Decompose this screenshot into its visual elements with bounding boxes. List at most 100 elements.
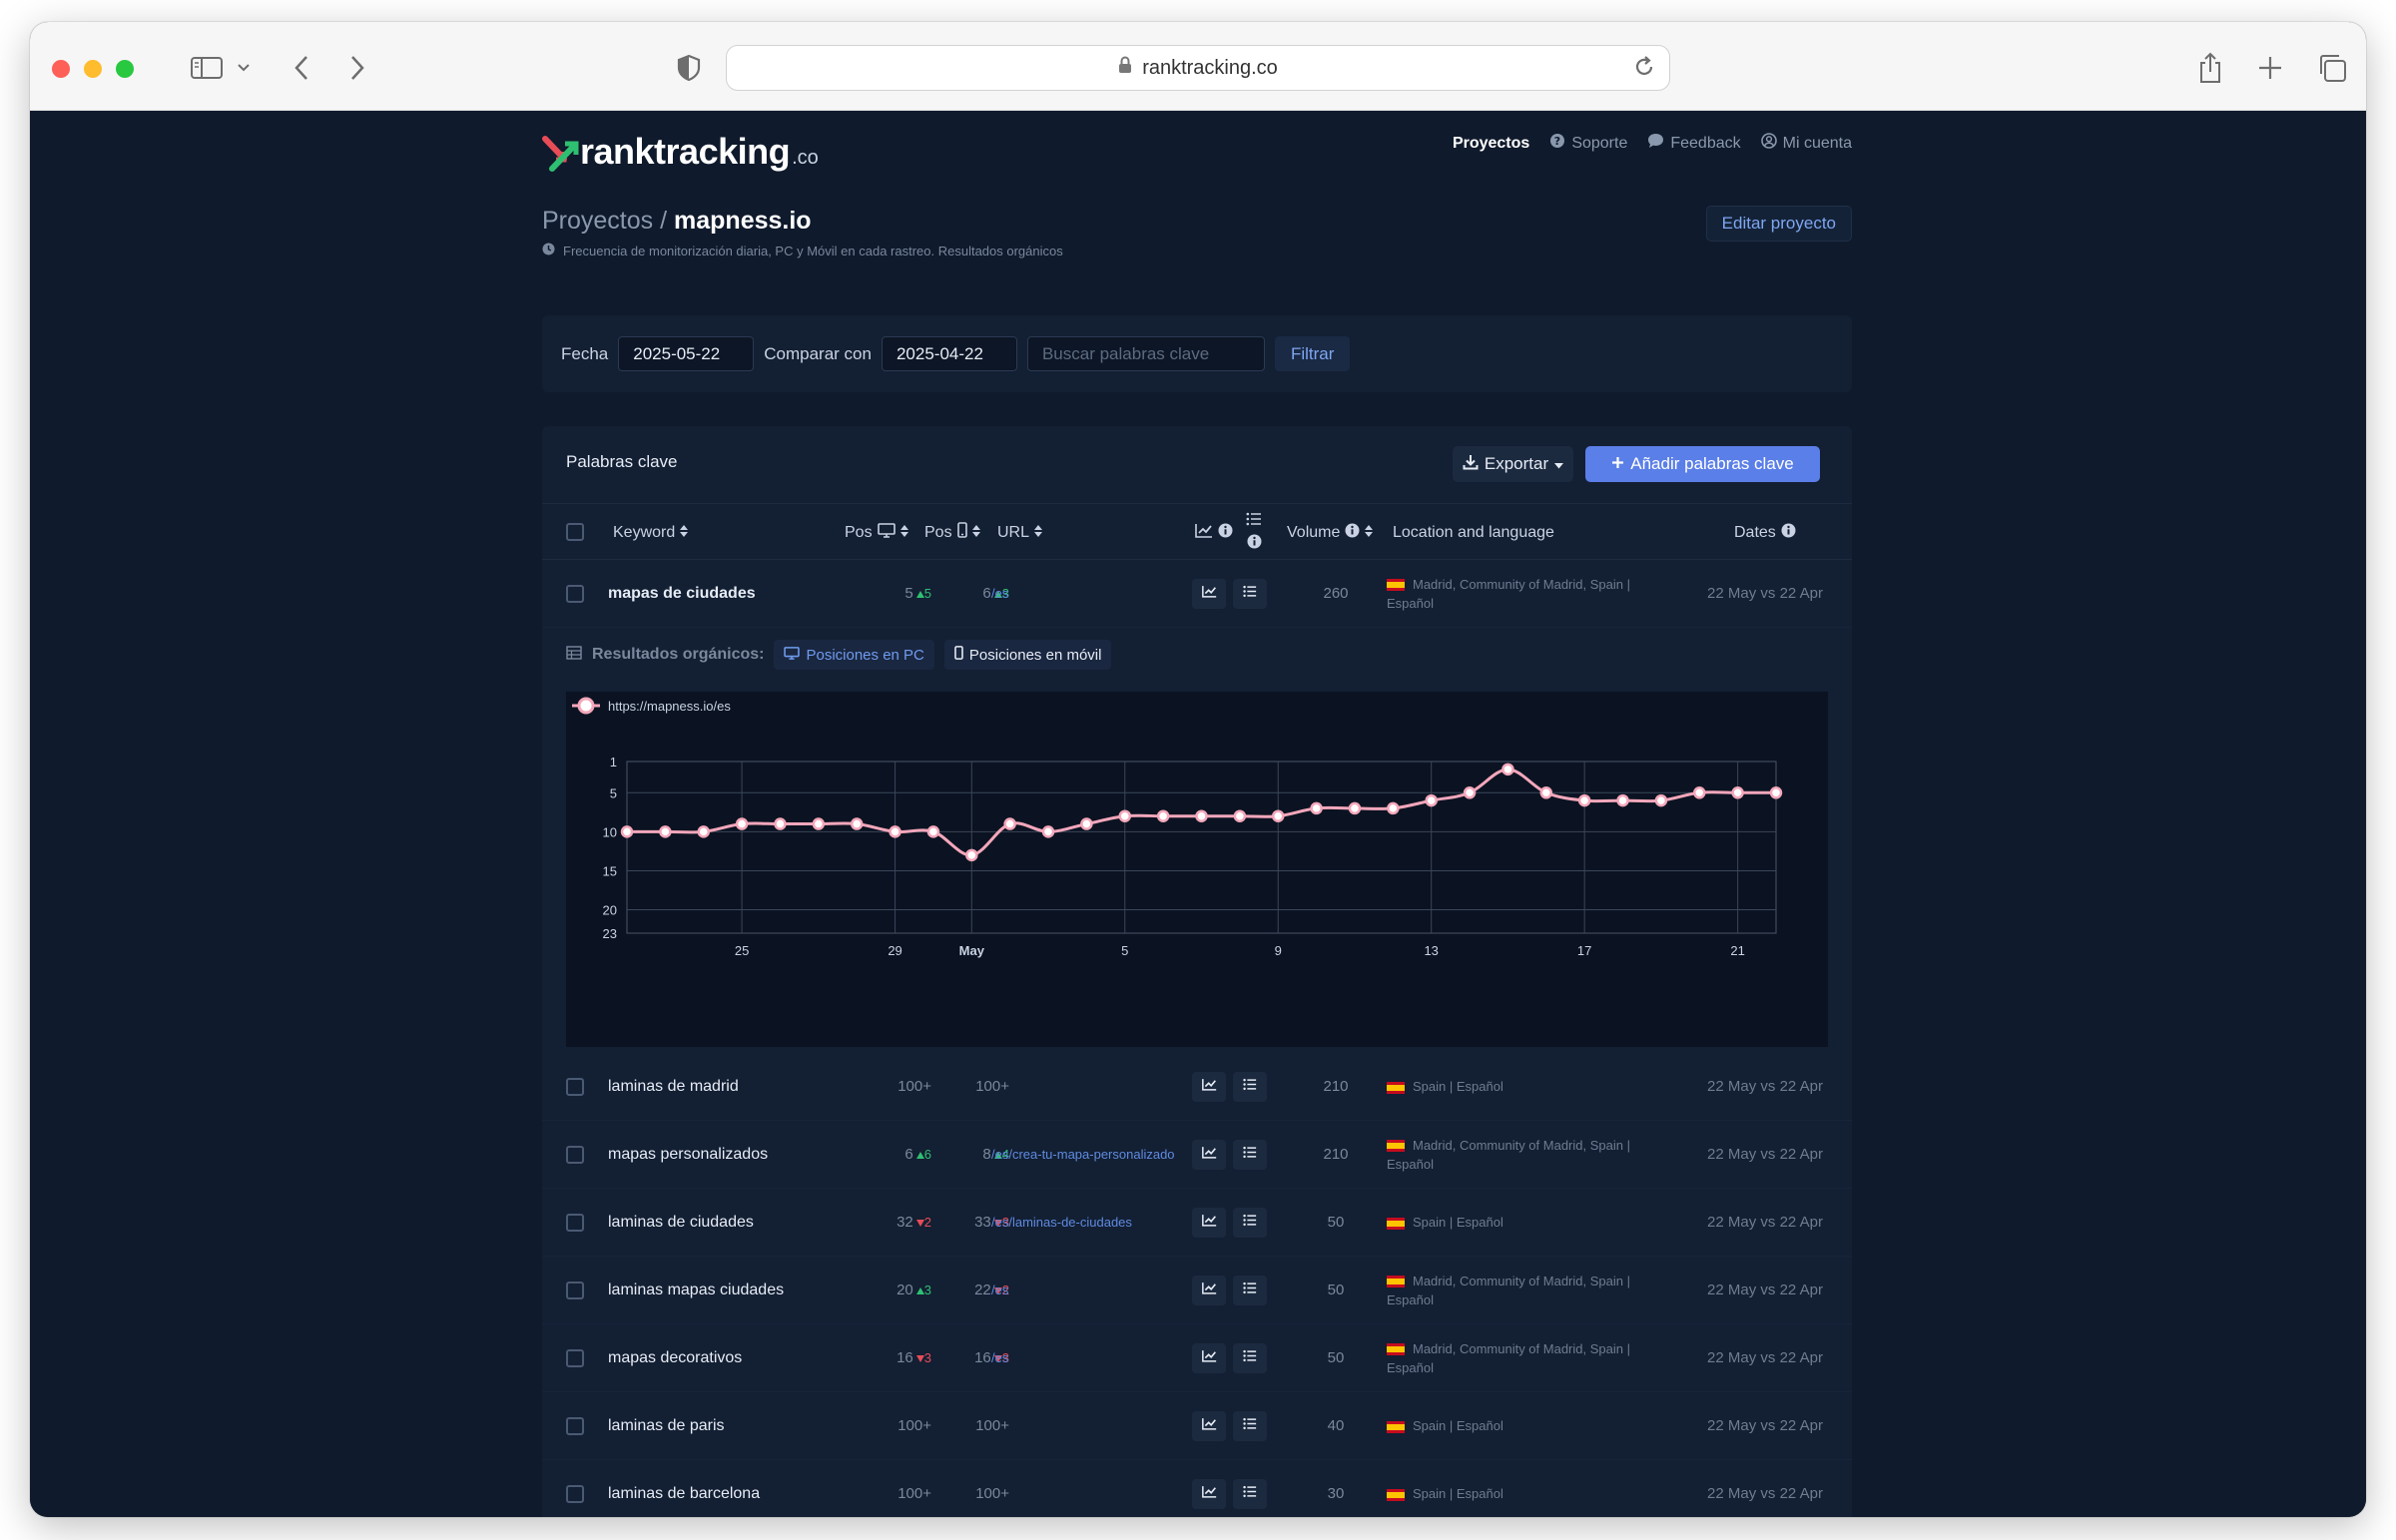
ranking-url[interactable]: /es: [991, 1283, 1009, 1297]
tab-positions-mobile[interactable]: Posiciones en móvil: [943, 640, 1112, 670]
keyword-text[interactable]: laminas de ciudades: [608, 1213, 754, 1231]
col-volume[interactable]: Volume: [1287, 504, 1374, 561]
row-chart-button[interactable]: [1192, 1072, 1226, 1102]
chart-area-icon: [1201, 1349, 1217, 1367]
nav-proyectos[interactable]: Proyectos: [1453, 133, 1529, 154]
keyword-text[interactable]: mapas de ciudades: [608, 584, 756, 602]
row-results-button[interactable]: [1233, 1208, 1267, 1238]
brand-logo[interactable]: ranktracking .co: [542, 121, 819, 173]
mobile-delta: 3: [993, 1215, 1009, 1230]
search-volume: 210: [1323, 1078, 1349, 1095]
keyword-text[interactable]: laminas de paris: [608, 1416, 725, 1434]
ranking-url[interactable]: /es: [991, 1350, 1009, 1365]
table-row[interactable]: mapas decorativos 16 3 16 3/es 50 Madrid, Comm…: [542, 1324, 1852, 1392]
row-checkbox[interactable]: [566, 585, 584, 603]
row-checkbox[interactable]: [566, 1146, 584, 1164]
keyword-search-input[interactable]: Buscar palabras clave: [1026, 336, 1265, 371]
nav-soporte[interactable]: ? Soporte: [1549, 133, 1627, 154]
spain-flag-icon: [1387, 1488, 1405, 1501]
ranking-url[interactable]: /es/laminas-de-ciudades: [991, 1215, 1132, 1230]
add-keywords-button[interactable]: Añadir palabras clave: [1585, 446, 1820, 482]
info-icon[interactable]: [1247, 534, 1262, 554]
table-row[interactable]: laminas mapas ciudades 20 3 22 2/es 50 Madrid,…: [542, 1257, 1852, 1324]
row-chart-button[interactable]: [1192, 1276, 1226, 1305]
breadcrumb-root[interactable]: Proyectos /: [542, 207, 668, 235]
col-keyword[interactable]: Keyword: [613, 504, 689, 561]
edit-project-button[interactable]: Editar proyecto: [1705, 206, 1852, 242]
row-chart-button[interactable]: [1192, 1208, 1226, 1238]
new-tab-icon[interactable]: [2256, 48, 2284, 88]
forward-icon[interactable]: [345, 48, 369, 88]
chevron-down-icon[interactable]: [235, 48, 253, 88]
tabs-overview-icon[interactable]: [2316, 48, 2348, 88]
tab-positions-pc[interactable]: Posiciones en PC: [774, 640, 934, 670]
col-url[interactable]: URL: [997, 504, 1043, 561]
row-chart-button[interactable]: [1192, 1479, 1226, 1509]
row-checkbox[interactable]: [566, 1282, 584, 1299]
shield-icon[interactable]: [675, 48, 703, 88]
col-dates: Dates: [1734, 504, 1796, 561]
col-location: Location and language: [1393, 504, 1554, 561]
compare-dates: 22 May vs 22 Apr: [1707, 1077, 1823, 1095]
keyword-text[interactable]: laminas mapas ciudades: [608, 1281, 785, 1298]
keyword-text[interactable]: mapas decorativos: [608, 1348, 743, 1366]
row-results-button[interactable]: [1233, 1140, 1267, 1170]
mobile-delta-value: 3: [1001, 586, 1009, 601]
compare-date-input[interactable]: 2025-04-22: [881, 336, 1017, 371]
info-icon[interactable]: [1781, 523, 1796, 543]
col-list[interactable]: [1246, 504, 1262, 561]
keyword-text[interactable]: laminas de barcelona: [608, 1484, 761, 1502]
row-results-button[interactable]: [1233, 1479, 1267, 1509]
row-results-button[interactable]: [1233, 579, 1267, 609]
sidebar-toggle-icon[interactable]: [190, 48, 224, 88]
back-icon[interactable]: [290, 48, 313, 88]
keyword-text[interactable]: mapas personalizados: [608, 1145, 769, 1163]
close-window-button[interactable]: [52, 60, 70, 78]
col-pos-mobile[interactable]: Pos: [924, 504, 980, 561]
ranking-url[interactable]: /es/crea-tu-mapa-personalizado: [991, 1147, 1175, 1162]
search-volume: 50: [1327, 1282, 1345, 1298]
row-checkbox[interactable]: [566, 1078, 584, 1096]
row-results-button[interactable]: [1233, 1411, 1267, 1441]
table-row[interactable]: mapas de ciudades 5 5 6 3/es 260 Madrid, Commu…: [542, 560, 1852, 628]
maximize-window-button[interactable]: [116, 60, 134, 78]
row-checkbox[interactable]: [566, 1349, 584, 1367]
row-chart-button[interactable]: [1192, 1140, 1226, 1170]
row-chart-button[interactable]: [1192, 1411, 1226, 1441]
tab-positions-mobile-label: Posiciones en móvil: [968, 646, 1102, 664]
row-checkbox[interactable]: [566, 1214, 584, 1232]
row-chart-button[interactable]: [1192, 579, 1226, 609]
nav-feedback[interactable]: Feedback: [1647, 133, 1741, 154]
export-button[interactable]: Exportar: [1453, 446, 1573, 482]
date-input[interactable]: 2025-05-22: [618, 336, 755, 371]
share-icon[interactable]: [2196, 48, 2224, 88]
info-icon[interactable]: [1345, 523, 1360, 543]
keyword-text[interactable]: laminas de madrid: [608, 1077, 739, 1095]
data-point: [1156, 809, 1170, 822]
spain-flag-icon: [1387, 1276, 1405, 1288]
row-results-button[interactable]: [1233, 1343, 1267, 1373]
location-value: Spain | Español: [1413, 1215, 1503, 1230]
table-row[interactable]: laminas de ciudades 32 2 33 3/es/laminas-de-…: [542, 1189, 1852, 1257]
row-results-button[interactable]: [1233, 1276, 1267, 1305]
col-volume-label: Volume: [1287, 523, 1341, 541]
nav-mi-cuenta[interactable]: Mi cuenta: [1760, 133, 1852, 154]
address-bar[interactable]: ranktracking.co: [726, 45, 1670, 91]
row-checkbox[interactable]: [566, 1417, 584, 1435]
ranking-url[interactable]: /es: [991, 586, 1009, 601]
row-checkbox[interactable]: [566, 1485, 584, 1503]
reload-icon[interactable]: [1633, 55, 1655, 85]
table-row[interactable]: laminas de barcelona 100+ 100+ 30 Spain | Es…: [542, 1460, 1852, 1517]
info-icon[interactable]: [1218, 523, 1233, 543]
select-all-checkbox[interactable]: [566, 523, 584, 541]
minimize-window-button[interactable]: [84, 60, 102, 78]
filter-button[interactable]: Filtrar: [1274, 336, 1351, 371]
col-chart[interactable]: [1195, 504, 1233, 561]
mobile-position: 16 3: [931, 1324, 1009, 1391]
table-row[interactable]: laminas de paris 100+ 100+ 40 Spain | Españo…: [542, 1392, 1852, 1460]
col-pos-pc[interactable]: Pos: [845, 504, 908, 561]
table-row[interactable]: mapas personalizados 6 6 8 4/es/crea-tu-mapa…: [542, 1121, 1852, 1189]
table-row[interactable]: laminas de madrid 100+ 100+ 210 Spain | Espa…: [542, 1053, 1852, 1121]
row-results-button[interactable]: [1233, 1072, 1267, 1102]
row-chart-button[interactable]: [1192, 1343, 1226, 1373]
